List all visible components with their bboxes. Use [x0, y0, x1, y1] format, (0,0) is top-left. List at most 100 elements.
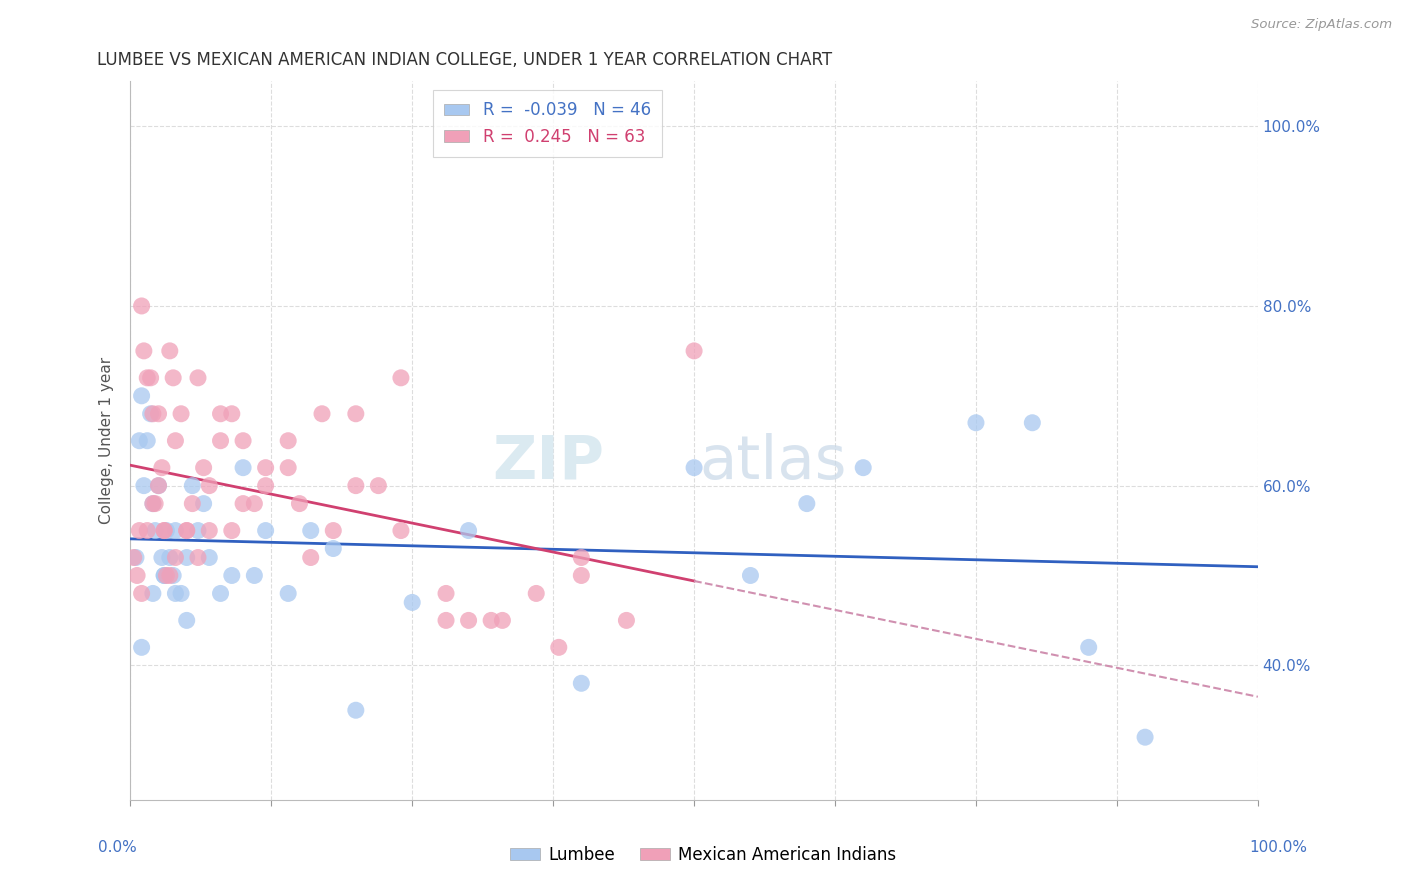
- Point: [344, 703, 367, 717]
- Point: [131, 586, 153, 600]
- Point: [136, 434, 159, 448]
- Point: [243, 497, 266, 511]
- Point: [136, 371, 159, 385]
- Point: [136, 524, 159, 538]
- Point: [139, 407, 162, 421]
- Point: [232, 497, 254, 511]
- Point: [322, 524, 344, 538]
- Point: [616, 614, 638, 628]
- Point: [389, 371, 412, 385]
- Point: [170, 407, 193, 421]
- Point: [148, 478, 170, 492]
- Point: [401, 595, 423, 609]
- Y-axis label: College, Under 1 year: College, Under 1 year: [100, 357, 114, 524]
- Point: [232, 434, 254, 448]
- Point: [209, 586, 232, 600]
- Point: [683, 460, 706, 475]
- Point: [1077, 640, 1099, 655]
- Point: [187, 550, 209, 565]
- Point: [198, 524, 221, 538]
- Point: [299, 524, 322, 538]
- Point: [1021, 416, 1043, 430]
- Point: [165, 434, 187, 448]
- Point: [153, 524, 176, 538]
- Point: [367, 478, 389, 492]
- Point: [434, 586, 457, 600]
- Point: [131, 299, 153, 313]
- Point: [389, 524, 412, 538]
- Point: [965, 416, 987, 430]
- Point: [162, 568, 184, 582]
- Point: [155, 524, 177, 538]
- Point: [569, 568, 592, 582]
- Point: [139, 371, 162, 385]
- Point: [132, 343, 155, 358]
- Point: [165, 586, 187, 600]
- Text: 100.0%: 100.0%: [1250, 840, 1308, 855]
- Point: [125, 550, 148, 565]
- Point: [740, 568, 762, 582]
- Legend: R =  -0.039   N = 46, R =  0.245   N = 63: R = -0.039 N = 46, R = 0.245 N = 63: [433, 90, 662, 157]
- Point: [176, 550, 198, 565]
- Point: [322, 541, 344, 556]
- Point: [132, 478, 155, 492]
- Point: [131, 640, 153, 655]
- Text: ZIP: ZIP: [492, 433, 605, 491]
- Point: [150, 550, 173, 565]
- Point: [209, 407, 232, 421]
- Point: [198, 478, 221, 492]
- Point: [221, 568, 243, 582]
- Point: [198, 550, 221, 565]
- Point: [221, 407, 243, 421]
- Point: [852, 460, 875, 475]
- Point: [479, 614, 502, 628]
- Point: [165, 550, 187, 565]
- Point: [344, 407, 367, 421]
- Point: [524, 586, 547, 600]
- Point: [159, 343, 181, 358]
- Point: [1133, 730, 1156, 744]
- Point: [128, 434, 150, 448]
- Point: [148, 478, 170, 492]
- Point: [277, 586, 299, 600]
- Point: [683, 343, 706, 358]
- Point: [288, 497, 311, 511]
- Point: [165, 524, 187, 538]
- Point: [159, 568, 181, 582]
- Point: [159, 550, 181, 565]
- Point: [243, 568, 266, 582]
- Text: LUMBEE VS MEXICAN AMERICAN INDIAN COLLEGE, UNDER 1 YEAR CORRELATION CHART: LUMBEE VS MEXICAN AMERICAN INDIAN COLLEG…: [97, 51, 831, 69]
- Point: [299, 550, 322, 565]
- Point: [176, 524, 198, 538]
- Point: [176, 524, 198, 538]
- Point: [796, 497, 818, 511]
- Point: [254, 478, 277, 492]
- Text: Source: ZipAtlas.com: Source: ZipAtlas.com: [1251, 18, 1392, 31]
- Point: [162, 371, 184, 385]
- Point: [491, 614, 513, 628]
- Point: [142, 407, 165, 421]
- Point: [569, 676, 592, 690]
- Point: [148, 407, 170, 421]
- Point: [254, 524, 277, 538]
- Point: [547, 640, 569, 655]
- Point: [131, 389, 153, 403]
- Point: [181, 478, 204, 492]
- Point: [193, 460, 215, 475]
- Point: [127, 568, 149, 582]
- Point: [153, 568, 176, 582]
- Point: [457, 524, 479, 538]
- Point: [143, 524, 166, 538]
- Point: [142, 497, 165, 511]
- Point: [277, 460, 299, 475]
- Point: [569, 550, 592, 565]
- Point: [221, 524, 243, 538]
- Text: atlas: atlas: [699, 433, 846, 491]
- Point: [150, 460, 173, 475]
- Point: [155, 568, 177, 582]
- Point: [142, 586, 165, 600]
- Point: [344, 478, 367, 492]
- Text: 0.0%: 0.0%: [98, 840, 138, 855]
- Point: [153, 568, 176, 582]
- Point: [170, 586, 193, 600]
